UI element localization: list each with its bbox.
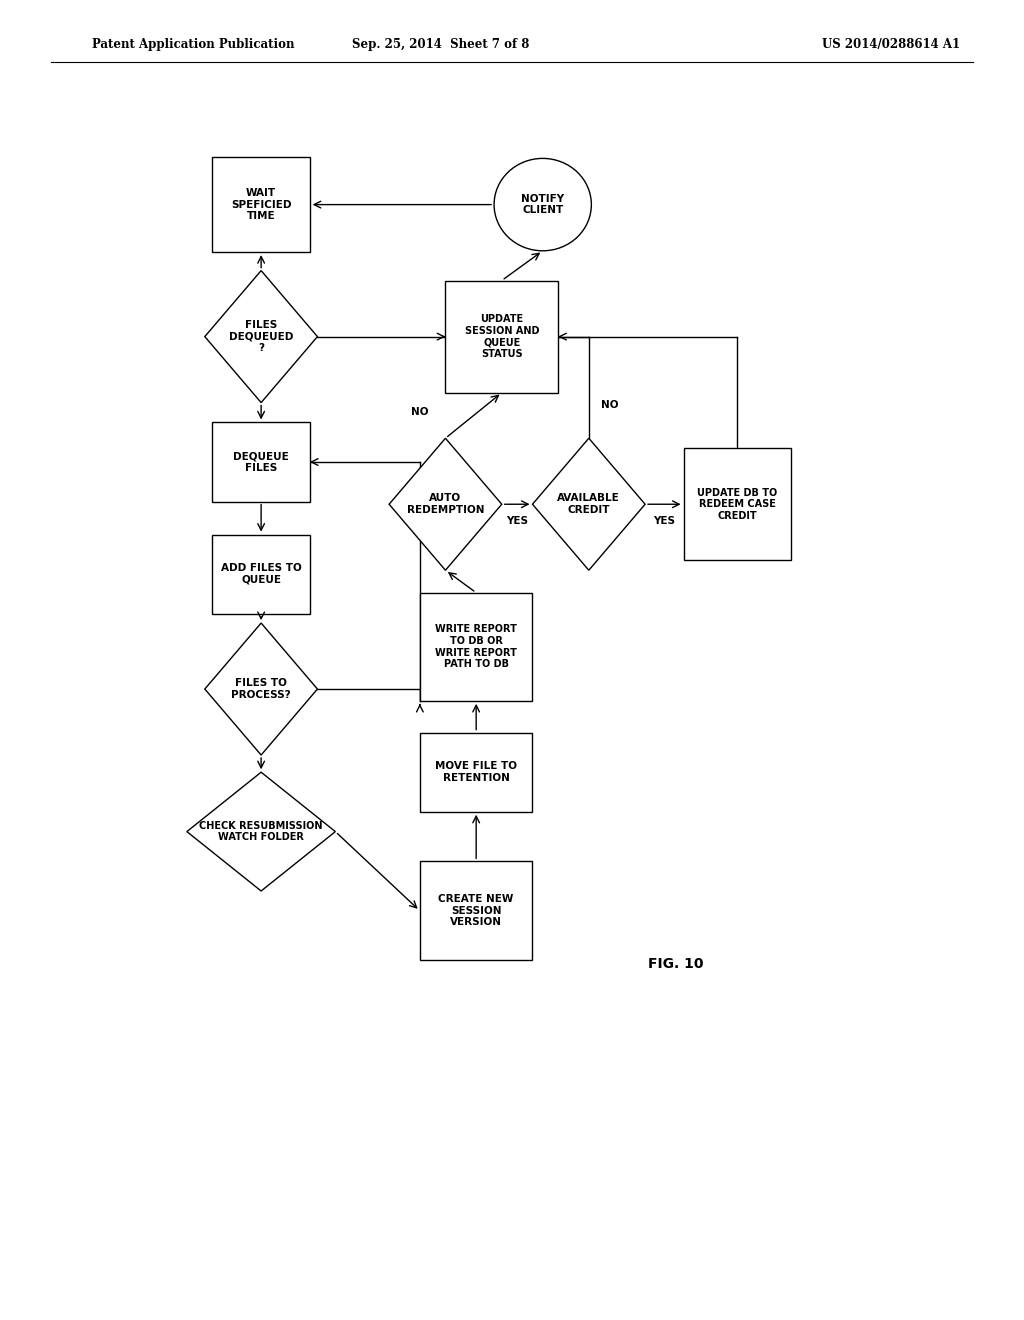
FancyBboxPatch shape <box>213 422 309 502</box>
Text: YES: YES <box>653 516 675 527</box>
FancyBboxPatch shape <box>213 157 309 252</box>
Ellipse shape <box>495 158 592 251</box>
Text: FILES
DEQUEUED
?: FILES DEQUEUED ? <box>229 319 293 354</box>
Text: AUTO
REDEMPTION: AUTO REDEMPTION <box>407 494 484 515</box>
FancyBboxPatch shape <box>420 593 532 701</box>
Text: Patent Application Publication: Patent Application Publication <box>92 38 295 51</box>
Text: FIG. 10: FIG. 10 <box>648 957 703 970</box>
Text: CHECK RESUBMISSION
WATCH FOLDER: CHECK RESUBMISSION WATCH FOLDER <box>200 821 323 842</box>
Text: WRITE REPORT
TO DB OR
WRITE REPORT
PATH TO DB: WRITE REPORT TO DB OR WRITE REPORT PATH … <box>435 624 517 669</box>
Polygon shape <box>532 438 645 570</box>
Polygon shape <box>205 623 317 755</box>
FancyBboxPatch shape <box>213 535 309 614</box>
Text: AVAILABLE
CREDIT: AVAILABLE CREDIT <box>557 494 621 515</box>
Text: NOTIFY
CLIENT: NOTIFY CLIENT <box>521 194 564 215</box>
Text: UPDATE DB TO
REDEEM CASE
CREDIT: UPDATE DB TO REDEEM CASE CREDIT <box>697 487 777 521</box>
Text: UPDATE
SESSION AND
QUEUE
STATUS: UPDATE SESSION AND QUEUE STATUS <box>465 314 539 359</box>
Polygon shape <box>205 271 317 403</box>
Text: ADD FILES TO
QUEUE: ADD FILES TO QUEUE <box>221 564 301 585</box>
FancyBboxPatch shape <box>420 861 532 961</box>
Text: CREATE NEW
SESSION
VERSION: CREATE NEW SESSION VERSION <box>438 894 514 928</box>
Polygon shape <box>389 438 502 570</box>
Text: NO: NO <box>600 400 618 411</box>
Text: MOVE FILE TO
RETENTION: MOVE FILE TO RETENTION <box>435 762 517 783</box>
FancyBboxPatch shape <box>420 733 532 812</box>
FancyBboxPatch shape <box>684 449 791 560</box>
Text: DEQUEUE
FILES: DEQUEUE FILES <box>233 451 289 473</box>
Text: WAIT
SPEFICIED
TIME: WAIT SPEFICIED TIME <box>230 187 292 222</box>
FancyBboxPatch shape <box>445 281 558 393</box>
Text: FILES TO
PROCESS?: FILES TO PROCESS? <box>231 678 291 700</box>
Text: NO: NO <box>411 407 429 417</box>
Text: YES: YES <box>506 516 528 527</box>
Text: Sep. 25, 2014  Sheet 7 of 8: Sep. 25, 2014 Sheet 7 of 8 <box>351 38 529 51</box>
Polygon shape <box>186 772 336 891</box>
Text: US 2014/0288614 A1: US 2014/0288614 A1 <box>822 38 959 51</box>
